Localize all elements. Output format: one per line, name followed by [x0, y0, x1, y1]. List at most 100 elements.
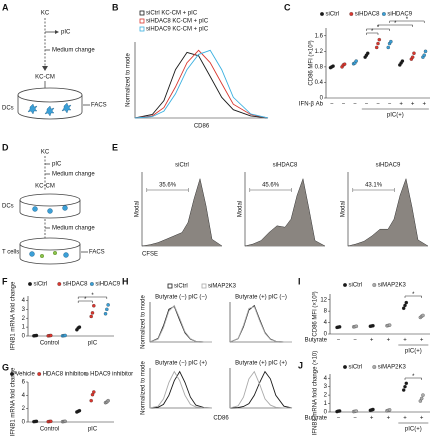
- y-axis-label: CD86 MFI (×10³): [309, 40, 315, 85]
- data-point: [63, 419, 67, 424]
- legend-label: siHDAC9 KC-CM + pIC: [146, 27, 209, 33]
- data-point: [34, 333, 39, 338]
- panel-letter: B: [112, 2, 119, 12]
- legend-label: siHDAC9: [387, 12, 412, 18]
- y-tick-label: 4: [324, 376, 328, 382]
- gate-label: 45.6%: [262, 183, 280, 189]
- data-point: [77, 408, 82, 413]
- y-tick-label: 8: [324, 309, 328, 315]
- data-point: [106, 398, 110, 403]
- bracket: [389, 20, 425, 23]
- histogram-area: [141, 177, 223, 247]
- data-point: [49, 333, 53, 338]
- y-tick-label: 12: [320, 297, 327, 303]
- significance: *: [406, 17, 409, 23]
- row-sign: −: [365, 102, 369, 108]
- legend-marker: [57, 282, 62, 286]
- y-axis-label: Modal: [135, 201, 141, 217]
- legend-swatch: [139, 10, 145, 16]
- legend-label: siCtrl: [349, 365, 363, 371]
- x-axis-label: CD86: [213, 416, 229, 422]
- data-point: [77, 325, 82, 329]
- data-point: [331, 64, 335, 68]
- axis: [27, 296, 114, 337]
- cell: [40, 253, 45, 258]
- legend-label: siCtrl KC-CM + pIC: [146, 11, 198, 17]
- x-tick-label: pIC: [88, 341, 98, 347]
- histogram-line: [134, 51, 269, 119]
- dish: [17, 95, 83, 120]
- y-tick-label: 0.8: [315, 64, 324, 70]
- y-tick-label: 4: [22, 298, 26, 304]
- group-label: pIC(+): [405, 427, 422, 433]
- cells: [29, 250, 69, 258]
- significance: *: [394, 21, 397, 27]
- legend-marker: [372, 283, 377, 287]
- data-point: [410, 55, 415, 59]
- legend-marker: [343, 365, 347, 369]
- subplot-title: siCtrl: [175, 163, 189, 169]
- legend-label: Vehicle: [16, 372, 36, 378]
- axis: [329, 294, 430, 335]
- legend-marker: [84, 372, 89, 376]
- significance: *: [377, 25, 380, 31]
- legend-label: siMAP2K3: [208, 284, 237, 290]
- histogram-line: [149, 304, 212, 343]
- data-point: [103, 312, 108, 316]
- data-point: [387, 323, 392, 327]
- y-tick-label: 2: [22, 316, 26, 322]
- row-label: Butyrate: [305, 338, 328, 344]
- y-axis-label: Normalized to mode: [141, 294, 147, 348]
- significance: *: [91, 293, 94, 299]
- x-tick-label: Control: [40, 341, 59, 347]
- y-axis-label: Normalized to mode: [126, 52, 132, 106]
- gate-label: 35.6%: [159, 183, 177, 189]
- x-axis-label: CD86: [194, 124, 210, 130]
- legend-marker: [37, 372, 42, 376]
- y-axis-label: IFNB1 mRNA fold change (×10): [313, 351, 319, 436]
- legend-label: siCtrl: [349, 283, 363, 289]
- data-point: [371, 407, 375, 412]
- legend-label: siHDAC8: [63, 282, 88, 288]
- row-sign: −: [337, 338, 341, 344]
- dish: [19, 200, 81, 219]
- data-point: [92, 390, 96, 394]
- bracket: [77, 300, 93, 303]
- data-point: [389, 39, 393, 44]
- row-sign: +: [420, 416, 424, 422]
- cell: [29, 251, 35, 257]
- data-point: [403, 303, 407, 308]
- diagram-label: FACS: [89, 250, 105, 256]
- histogram-line: [229, 370, 293, 409]
- y-tick-label: 4: [324, 320, 328, 326]
- data-point: [386, 45, 390, 50]
- data-point: [354, 59, 358, 63]
- subplot-title: Butyrate (−) pIC (+): [155, 361, 207, 367]
- subplot-title: Butyrate (−) pIC (−): [155, 295, 207, 301]
- data-point: [337, 325, 342, 329]
- diagram-a: A KC pIC Medium change KC-CM DCs FACS: [2, 2, 107, 120]
- y-axis-label: CD86 MFI (×10³): [313, 291, 319, 336]
- row-sign: +: [370, 338, 374, 344]
- cells: [27, 102, 72, 117]
- panel-letter: G: [2, 362, 9, 372]
- legend-label: siHDAC8 KC-CM + pIC: [146, 19, 209, 25]
- y-tick-label: 0: [22, 420, 26, 426]
- data-point: [374, 45, 379, 50]
- significance: *: [371, 29, 374, 35]
- panel-letter: I: [298, 276, 301, 286]
- legend-label: siCtrl: [174, 284, 188, 290]
- subplot-title: Butyrate (+) pIC (−): [235, 295, 287, 301]
- legend-marker: [349, 12, 354, 16]
- axis: [27, 382, 114, 423]
- row-sign: +: [420, 338, 424, 344]
- histogram-area: [347, 177, 429, 247]
- row-label: IFN-β Ab: [299, 102, 324, 108]
- axis: [325, 28, 430, 99]
- gate: [146, 188, 189, 192]
- data-point: [354, 409, 359, 413]
- legend-swatch: [167, 283, 173, 289]
- row-sign: −: [388, 102, 392, 108]
- data-point: [421, 393, 425, 397]
- dish: [19, 244, 81, 265]
